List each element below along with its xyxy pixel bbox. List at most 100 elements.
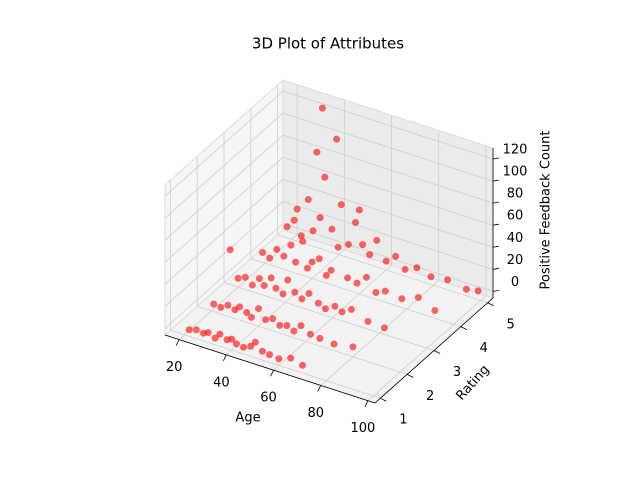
point (236, 303, 244, 311)
x-tick-label: 20 (166, 360, 183, 375)
point (210, 300, 218, 308)
point (380, 324, 388, 332)
point (251, 338, 259, 346)
point (392, 252, 400, 260)
grid-line (197, 305, 408, 375)
point (303, 264, 311, 272)
point (290, 216, 298, 224)
grid-line (223, 282, 435, 351)
point (192, 326, 200, 334)
point (234, 274, 242, 282)
tick-mark (492, 289, 500, 292)
point (287, 241, 295, 249)
point (291, 288, 299, 296)
point (305, 289, 313, 297)
tick-mark (492, 157, 500, 160)
point (401, 265, 409, 273)
point (316, 214, 324, 222)
point (280, 252, 288, 260)
point (297, 322, 305, 330)
grid-line (277, 234, 488, 304)
tick-mark (222, 354, 227, 362)
point (338, 308, 346, 316)
point (247, 313, 255, 321)
point (316, 334, 324, 342)
grid-line (164, 90, 284, 197)
tick-mark (492, 201, 500, 204)
grid-line (164, 156, 284, 263)
tick-mark (407, 374, 414, 378)
point (362, 273, 370, 281)
grid-line (164, 178, 284, 285)
grid-line (282, 134, 494, 204)
z-tick-label: 100 (503, 165, 528, 180)
grid-line (282, 200, 494, 270)
grid-line (282, 178, 494, 248)
x-tick-label: 60 (260, 391, 277, 406)
z-tick-label: 120 (503, 143, 528, 158)
point (283, 321, 291, 329)
point (353, 279, 361, 287)
point (266, 254, 274, 262)
point (293, 205, 301, 213)
grid-line (282, 223, 494, 292)
point (381, 287, 389, 295)
point (290, 327, 298, 335)
point (413, 264, 421, 272)
point (334, 243, 342, 251)
grid-line (164, 201, 284, 307)
point (284, 276, 292, 284)
y-tick-label: 4 (480, 341, 488, 356)
y-axis-line (374, 297, 494, 404)
x-tick-label: 40 (213, 375, 230, 390)
point (226, 246, 234, 254)
point (373, 236, 381, 244)
point (299, 237, 307, 245)
point (255, 305, 263, 313)
point (321, 173, 329, 181)
point (372, 289, 380, 297)
point (306, 330, 314, 338)
point (292, 258, 300, 266)
point (344, 274, 352, 282)
point (259, 249, 267, 257)
point (462, 285, 470, 293)
point (313, 148, 321, 156)
x-tick-label: 100 (351, 421, 376, 436)
point (298, 361, 306, 369)
tick-mark (433, 350, 441, 354)
point (382, 257, 390, 265)
tick-mark (492, 267, 500, 270)
y-tick-label: 3 (453, 365, 461, 380)
y-tick-label: 1 (399, 413, 407, 428)
point (269, 315, 277, 323)
point (364, 317, 372, 325)
grid-line (164, 112, 284, 219)
point (337, 201, 345, 209)
tick-mark (487, 302, 494, 307)
point (308, 258, 316, 266)
tick-mark (364, 400, 369, 407)
point (265, 351, 273, 359)
point (283, 223, 291, 231)
tick-mark (175, 339, 180, 346)
chart-title: 3D Plot of Attributes (252, 35, 404, 53)
z-axis-label: Positive Feedback Count (539, 131, 554, 290)
point (333, 135, 341, 143)
point (217, 303, 225, 311)
point (255, 275, 263, 283)
point (273, 245, 281, 253)
point (232, 340, 240, 348)
point (309, 227, 317, 235)
y-tick-label: 2 (426, 389, 434, 404)
point (444, 276, 452, 284)
tick-mark (317, 385, 322, 392)
tick-mark (492, 223, 500, 226)
grid-line (164, 134, 284, 241)
grid-line (170, 329, 381, 399)
z-tick-label: 80 (507, 187, 524, 202)
point (318, 104, 326, 112)
point (275, 355, 283, 363)
